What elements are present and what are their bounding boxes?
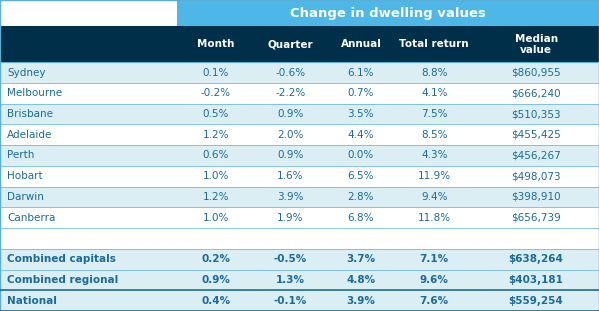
Text: 4.4%: 4.4% [347, 130, 374, 140]
Bar [0, 104, 599, 124]
Bar [0, 290, 599, 311]
Text: $666,240: $666,240 [512, 88, 561, 98]
Text: Sydney: Sydney [7, 67, 46, 77]
Text: $860,955: $860,955 [512, 67, 561, 77]
Text: 0.9%: 0.9% [201, 275, 230, 285]
Text: $403,181: $403,181 [509, 275, 564, 285]
Text: 9.4%: 9.4% [421, 192, 447, 202]
Text: $398,910: $398,910 [512, 192, 561, 202]
Bar [0, 124, 599, 145]
Text: Perth: Perth [7, 151, 35, 160]
Text: Darwin: Darwin [7, 192, 44, 202]
Text: -0.1%: -0.1% [274, 296, 307, 306]
Text: 1.0%: 1.0% [202, 213, 229, 223]
Text: 3.9%: 3.9% [277, 192, 304, 202]
Text: 7.6%: 7.6% [420, 296, 449, 306]
Bar [0, 166, 599, 187]
Text: $656,739: $656,739 [511, 213, 561, 223]
Text: 4.3%: 4.3% [421, 151, 447, 160]
Text: 8.8%: 8.8% [421, 67, 447, 77]
Text: 0.0%: 0.0% [348, 151, 374, 160]
Bar [0, 228, 599, 249]
Text: 9.6%: 9.6% [420, 275, 449, 285]
Text: 0.6%: 0.6% [202, 151, 229, 160]
Bar [0, 145, 599, 166]
Text: 6.1%: 6.1% [347, 67, 374, 77]
Text: $510,353: $510,353 [512, 109, 561, 119]
Text: 11.9%: 11.9% [418, 171, 451, 181]
Text: 1.9%: 1.9% [277, 213, 304, 223]
Text: -0.6%: -0.6% [276, 67, 305, 77]
Bar [0, 270, 599, 290]
Text: 1.6%: 1.6% [277, 171, 304, 181]
Bar [0, 187, 599, 207]
Text: 4.1%: 4.1% [421, 88, 447, 98]
Text: 11.8%: 11.8% [418, 213, 451, 223]
Text: 6.8%: 6.8% [347, 213, 374, 223]
Text: 7.5%: 7.5% [421, 109, 447, 119]
Text: $456,267: $456,267 [511, 151, 561, 160]
Text: Combined regional: Combined regional [7, 275, 119, 285]
Text: 3.9%: 3.9% [346, 296, 376, 306]
Text: 2.0%: 2.0% [277, 130, 304, 140]
Text: 0.7%: 0.7% [347, 88, 374, 98]
Text: 3.5%: 3.5% [347, 109, 374, 119]
Bar [0, 207, 599, 228]
Text: 1.2%: 1.2% [202, 192, 229, 202]
Bar [0, 26, 599, 62]
Text: -0.2%: -0.2% [201, 88, 231, 98]
Text: 4.8%: 4.8% [346, 275, 376, 285]
Bar [177, 0, 599, 26]
Text: Annual: Annual [340, 39, 382, 49]
Text: -2.2%: -2.2% [276, 88, 305, 98]
Text: $559,254: $559,254 [509, 296, 564, 306]
Text: 1.2%: 1.2% [202, 130, 229, 140]
Text: 3.7%: 3.7% [346, 254, 376, 264]
Text: 7.1%: 7.1% [420, 254, 449, 264]
Text: 0.2%: 0.2% [201, 254, 230, 264]
Text: 0.5%: 0.5% [202, 109, 229, 119]
Text: 0.9%: 0.9% [277, 109, 304, 119]
Text: Brisbane: Brisbane [7, 109, 53, 119]
Text: Hobart: Hobart [7, 171, 43, 181]
Text: 1.3%: 1.3% [276, 275, 305, 285]
Text: 0.1%: 0.1% [202, 67, 229, 77]
Text: 6.5%: 6.5% [347, 171, 374, 181]
Bar [0, 249, 599, 270]
Text: $638,264: $638,264 [509, 254, 564, 264]
Text: 1.0%: 1.0% [202, 171, 229, 181]
Text: Melbourne: Melbourne [7, 88, 62, 98]
Text: Combined capitals: Combined capitals [7, 254, 116, 264]
Text: -0.5%: -0.5% [274, 254, 307, 264]
Text: Month: Month [197, 39, 234, 49]
Text: Total return: Total return [400, 39, 469, 49]
Text: Canberra: Canberra [7, 213, 56, 223]
Text: 0.9%: 0.9% [277, 151, 304, 160]
Bar [0, 83, 599, 104]
Text: 0.4%: 0.4% [201, 296, 230, 306]
Text: Quarter: Quarter [268, 39, 313, 49]
Text: Median
value: Median value [515, 34, 558, 55]
Text: National: National [7, 296, 57, 306]
Text: 8.5%: 8.5% [421, 130, 447, 140]
Text: Adelaide: Adelaide [7, 130, 53, 140]
Text: Change in dwelling values: Change in dwelling values [290, 7, 486, 20]
Text: $498,073: $498,073 [512, 171, 561, 181]
Text: $455,425: $455,425 [511, 130, 561, 140]
Bar [0, 62, 599, 83]
Text: 2.8%: 2.8% [347, 192, 374, 202]
